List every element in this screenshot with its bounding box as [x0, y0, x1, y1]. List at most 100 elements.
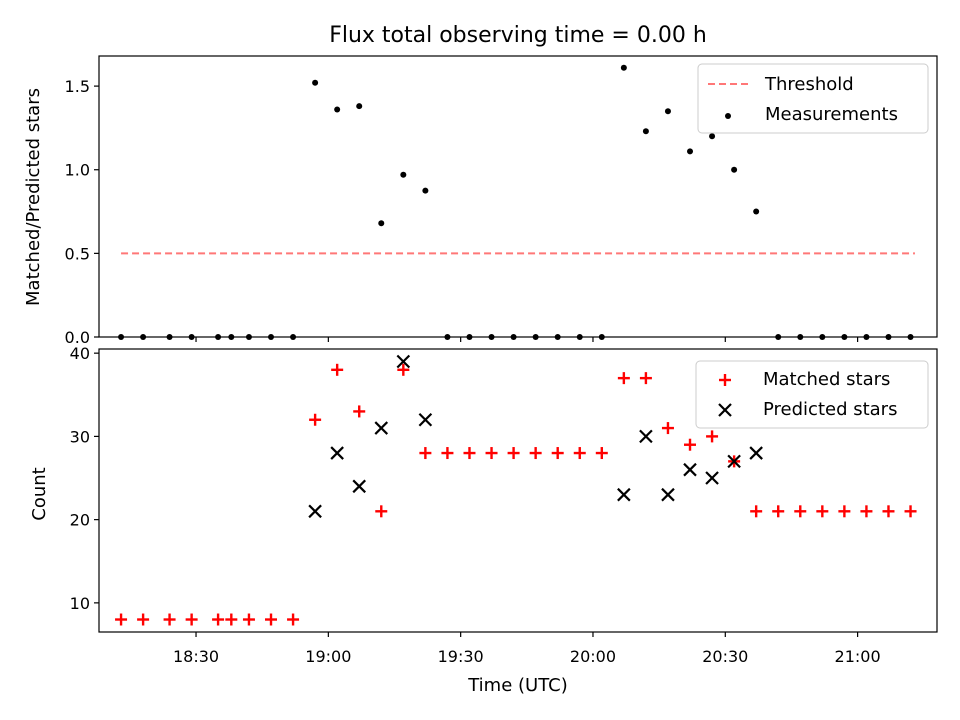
top-y-axis-label: Matched/Predicted stars	[23, 88, 44, 306]
measurement-point	[400, 171, 407, 178]
legend-threshold-label: Threshold	[764, 74, 854, 95]
measurement-point	[422, 187, 429, 194]
bottom-y-axis-label: Count	[29, 467, 50, 520]
measurement-point	[620, 64, 627, 71]
predicted-star-point	[396, 354, 411, 369]
predicted-star-point	[749, 446, 763, 460]
legend-matched-label: Matched stars	[763, 369, 890, 390]
top-panel: Flux total observing time = 0.00 h Match…	[23, 23, 938, 347]
legend-predicted-label: Predicted stars	[763, 399, 897, 420]
matched-star-point	[551, 447, 564, 460]
predicted-star-point	[705, 471, 719, 485]
bottom-marks	[115, 354, 917, 626]
x-tick-label: 19:00	[305, 647, 351, 666]
measurement-point	[753, 208, 760, 215]
matched-star-point	[485, 447, 498, 460]
matched-star-point	[441, 447, 454, 460]
bottom-y-ticks: 10 20 30 40	[70, 344, 99, 613]
measurement-point	[334, 106, 341, 113]
matched-star-point	[353, 405, 366, 418]
measurement-point	[687, 148, 694, 155]
top-y-tick-label: 0.0	[65, 328, 90, 347]
top-y-ticks: 0.0 0.5 1.0 1.5	[65, 77, 99, 347]
predicted-star-point	[661, 487, 675, 502]
matched-star-point	[706, 430, 719, 443]
predicted-star-point	[418, 412, 433, 427]
top-legend: Threshold Measurements	[697, 63, 929, 134]
legend-matched-swatch	[719, 374, 731, 386]
matched-star-point	[772, 505, 785, 518]
matched-star-point	[860, 505, 873, 518]
bottom-legend-box	[695, 360, 929, 429]
predicted-star-point	[727, 454, 741, 469]
top-x-ticks	[195, 337, 859, 342]
measurement-point	[731, 166, 738, 173]
legend-measurements-label: Measurements	[765, 104, 898, 125]
matched-star-point	[882, 505, 895, 518]
top-legend-box	[697, 63, 929, 134]
bottom-axes-frame	[98, 348, 938, 633]
matched-star-point	[419, 447, 432, 460]
matched-star-point	[331, 363, 344, 376]
matched-star-point	[163, 613, 176, 626]
matched-star-point	[794, 505, 807, 518]
predicted-star-point	[308, 504, 322, 519]
bottom-y-tick-label: 30	[70, 427, 90, 446]
top-y-tick-label: 1.5	[65, 77, 90, 96]
legend-measurements-swatch	[725, 113, 731, 119]
measurement-point	[312, 79, 319, 86]
top-axes-frame	[98, 55, 938, 338]
matched-star-point	[661, 422, 674, 435]
measurement-point	[356, 103, 363, 110]
predicted-star-point	[352, 479, 366, 494]
matched-star-point	[573, 447, 586, 460]
matched-star-point	[750, 505, 763, 518]
matched-star-point	[816, 505, 829, 518]
predicted-star-point	[639, 429, 653, 444]
matched-star-point	[838, 505, 851, 518]
top-y-tick-label: 0.5	[65, 244, 90, 263]
matched-star-point	[684, 438, 697, 451]
matched-star-point	[309, 413, 322, 426]
matched-star-point	[375, 505, 388, 518]
matched-star-point	[185, 613, 198, 626]
matched-star-point	[115, 613, 128, 626]
matched-star-point	[904, 505, 917, 518]
matched-star-point	[265, 613, 278, 626]
matched-star-point	[137, 613, 150, 626]
measurement-point	[378, 220, 385, 227]
matched-star-point	[287, 613, 300, 626]
legend-predicted-swatch	[718, 403, 732, 417]
measurement-point	[664, 108, 671, 115]
bottom-y-tick-label: 40	[70, 344, 90, 363]
bottom-y-tick-label: 20	[70, 511, 90, 530]
matched-star-point	[397, 363, 410, 376]
matched-star-point	[225, 613, 238, 626]
predicted-star-point	[374, 421, 389, 435]
matched-star-point	[242, 613, 255, 626]
x-tick-label: 20:30	[702, 647, 748, 666]
bottom-legend: Matched stars Predicted stars	[695, 360, 929, 429]
measurement-point	[709, 133, 716, 140]
matched-star-point	[212, 613, 225, 626]
matched-star-point	[595, 447, 608, 460]
x-tick-label: 21:00	[835, 647, 881, 666]
matched-star-point	[639, 372, 652, 385]
x-tick-label: 20:00	[570, 647, 616, 666]
matched-star-point	[617, 372, 630, 385]
bottom-x-ticks: 18:30 19:00 19:30 20:00 20:30 21:00	[173, 632, 881, 666]
top-y-tick-label: 1.0	[65, 161, 90, 180]
chart-title: Flux total observing time = 0.00 h	[329, 23, 707, 48]
bottom-panel: Count Time (UTC) 10 20 30 40 18:30 19:00 19:3…	[29, 344, 938, 696]
predicted-star-point	[330, 446, 344, 460]
matched-star-point	[463, 447, 476, 460]
x-tick-label: 18:30	[173, 647, 219, 666]
predicted-star-point	[617, 487, 631, 502]
measurement-point	[642, 128, 649, 135]
x-axis-label: Time (UTC)	[467, 675, 568, 696]
x-tick-label: 19:30	[438, 647, 484, 666]
predicted-star-point	[683, 462, 697, 477]
bottom-y-tick-label: 10	[70, 594, 90, 613]
matched-star-point	[529, 447, 542, 460]
